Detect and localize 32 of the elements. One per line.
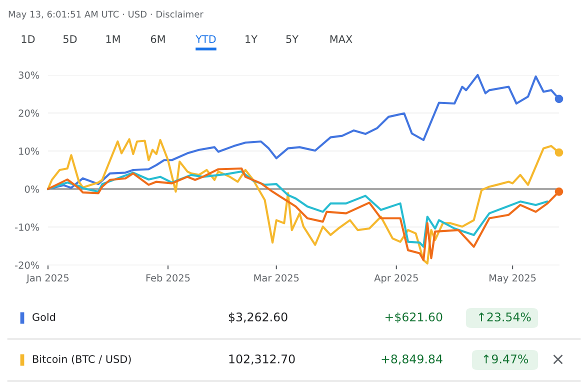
text: 5Y [286,35,299,44]
text: MAX [330,35,352,43]
x-tick-label: Mar 2025 [254,274,299,282]
x-tick-label: Apr 2025 [374,274,418,284]
x-tick-label: May 2025 [490,274,536,284]
text: 1M [106,35,120,43]
y-tick-label: 30% [18,71,40,79]
point [554,148,564,157]
text: ↑23.54% [478,312,531,322]
point [554,94,564,104]
text: × [553,354,563,364]
y-tick-label: -20% [15,261,40,269]
y-tick-label: 10% [19,147,40,155]
text: +$621.60 [386,312,442,323]
point [554,187,564,196]
y-tick-label: 20% [18,109,40,117]
x-tick-label: Feb 2025 [146,274,190,282]
text: YTD [196,35,216,43]
text: 6M [150,35,165,44]
text: ↑9.47% [484,354,528,364]
text: 102,312.70 [229,354,295,365]
text: 1D [22,35,35,43]
y-tick-label: 0% [24,185,40,193]
y-tick-label: -10% [15,223,40,231]
text: 5D [63,35,77,44]
text: May 13, 6:01:51 AM UTC · USD · Disclaimer [8,10,204,20]
legend-label: Gold [32,312,56,322]
text: 1Y [246,35,258,43]
legend-label: Bitcoin (BTC / USD) [33,354,131,364]
text: +8,849.84 [382,354,442,365]
text: $3,262.60 [228,312,288,323]
x-tick-label: Jan 2025 [26,274,69,284]
